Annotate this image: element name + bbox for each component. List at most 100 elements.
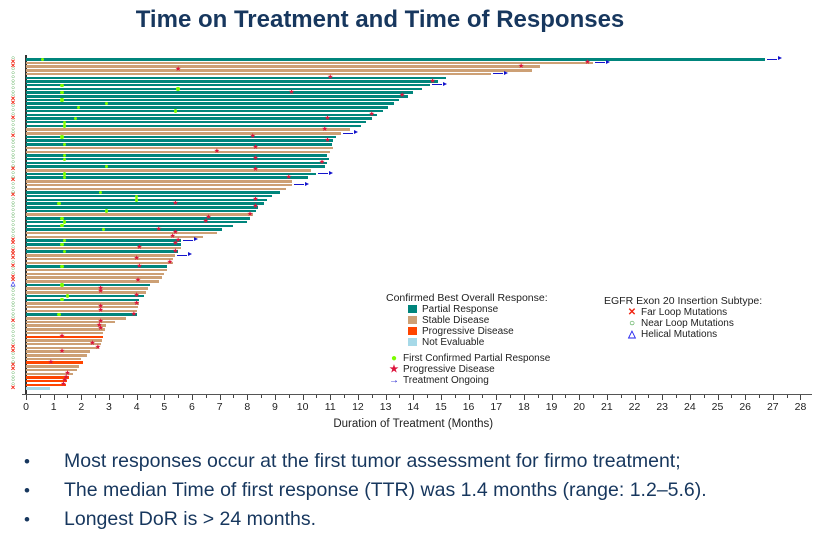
subtype-marker-near-loop-icon: ○ <box>11 270 15 277</box>
progressive-disease-star: ★ <box>97 284 104 292</box>
x-axis-major-tick <box>385 395 387 400</box>
subtype-marker-far-loop-icon: ✕ <box>10 362 16 369</box>
first-confirmed-pr-dot <box>173 109 178 113</box>
not-evaluable-swatch <box>408 338 417 346</box>
x-axis-minor-tick <box>39 395 41 398</box>
treatment-bar <box>26 235 204 239</box>
subtype-marker-near-loop-icon: ○ <box>11 229 15 236</box>
treatment-bar <box>26 194 273 198</box>
subtype-marker-near-loop-icon: ○ <box>11 370 15 377</box>
treatment-bar <box>26 213 253 216</box>
x-axis-minor-tick <box>67 395 69 398</box>
progressive-disease-star: ★ <box>169 233 176 241</box>
subtype-marker-near-loop-icon: ○ <box>11 211 15 218</box>
subtype-marker-near-loop-icon: ○ <box>11 381 15 388</box>
progressive-disease-star: ★ <box>89 340 96 348</box>
legend-item-progressive-disease: Progressive Disease <box>408 326 550 337</box>
subtype-marker-far-loop-icon: ✕ <box>10 166 16 173</box>
treatment-bar <box>26 331 104 335</box>
treatment-bar <box>26 254 176 257</box>
x-axis-tick-label: 19 <box>545 401 558 413</box>
treatment-bar <box>26 209 256 213</box>
treatment-bar <box>26 324 107 327</box>
subtype-marker-near-loop-icon: ○ <box>11 214 15 221</box>
subtype-marker-near-loop-icon: ○ <box>11 314 15 321</box>
treatment-bar <box>26 342 101 346</box>
x-axis-major-tick <box>551 395 553 400</box>
treatment-bar <box>26 65 541 68</box>
x-axis-major-tick <box>717 395 719 400</box>
subtype-marker-near-loop-icon: ○ <box>11 111 15 118</box>
progressive-disease-star: ★ <box>94 344 102 352</box>
bullet-icon: • <box>24 510 30 529</box>
subtype-marker-far-loop-icon: ✕ <box>10 366 16 373</box>
treatment-bar <box>26 117 372 120</box>
progressive-disease-star: ★ <box>321 125 328 133</box>
progressive-disease-star: ★ <box>133 299 140 307</box>
treatment-bar <box>26 387 50 390</box>
subtype-marker-helical-icon: △ <box>10 281 16 288</box>
subtype-marker-near-loop-icon: ○ <box>11 226 15 232</box>
subtype-marker-near-loop-icon: ○ <box>11 170 15 177</box>
x-axis-minor-tick <box>205 395 207 398</box>
progressive-disease-star: ★ <box>252 203 259 211</box>
first-confirmed-pr-dot <box>57 201 61 206</box>
subtype-marker-near-loop-icon: ○ <box>11 351 15 358</box>
x-axis-minor-tick <box>150 395 152 398</box>
progressive-disease-star: ★ <box>60 381 67 389</box>
progressive-disease-star: ★ <box>97 288 104 296</box>
subtype-marker-near-loop-icon: ○ <box>11 374 15 380</box>
first-confirmed-pr-dot <box>63 172 67 176</box>
subtype-marker-far-loop-icon: ✕ <box>10 251 16 258</box>
progressive-disease-star: ★ <box>166 258 173 266</box>
x-axis-major-tick <box>136 395 138 400</box>
treatment-bar <box>26 350 90 353</box>
x-axis-minor-tick <box>261 395 263 398</box>
x-axis-major-tick <box>302 395 304 400</box>
x-axis-title: Duration of Treatment (Months) <box>333 418 494 430</box>
treatment-bar <box>26 83 430 87</box>
subtype-marker-near-loop-icon: ○ <box>11 85 15 92</box>
treatment-bar <box>26 291 147 294</box>
progressive-disease-star: ★ <box>58 332 66 340</box>
x-axis-minor-tick <box>399 395 401 398</box>
subtype-marker-near-loop-icon: ○ <box>11 329 15 336</box>
treatment-bar <box>26 339 103 342</box>
x-axis-tick-label: 24 <box>683 401 696 413</box>
subtype-marker-near-loop-icon: ○ <box>11 207 15 214</box>
x-axis-tick-label: 7 <box>216 401 223 413</box>
x-axis-minor-tick <box>620 395 622 398</box>
x-axis-tick-label: 21 <box>601 401 613 413</box>
subtype-marker-far-loop-icon: ✕ <box>10 274 16 281</box>
x-axis-line <box>22 394 813 396</box>
progressive-disease-star: ★ <box>62 373 70 381</box>
subtype-marker-far-loop-icon: ✕ <box>10 318 16 325</box>
treatment-bar <box>26 198 267 202</box>
subtype-marker-near-loop-icon: ○ <box>11 325 15 332</box>
green-circle-icon: ○ <box>628 318 636 329</box>
subtype-marker-far-loop-icon: ✕ <box>10 63 16 70</box>
progressive-disease-star: ★ <box>172 199 179 207</box>
x-axis-tick-label: 20 <box>573 401 586 413</box>
treatment-bar <box>26 150 331 154</box>
treatment-bar <box>26 346 100 350</box>
treatment-bar <box>26 376 69 379</box>
progressive-disease-star: ★ <box>97 303 104 311</box>
treatment-bar <box>26 206 259 209</box>
legend-item-not-evaluable: Not Evaluable <box>408 337 550 348</box>
subtype-marker-near-loop-icon: ○ <box>11 155 15 162</box>
first-confirmed-pr-dot <box>60 283 64 287</box>
first-confirmed-pr-dot <box>134 198 139 202</box>
legend-egfr-subtype: EGFR Exon 20 Insertion Subtype: ✕ Far Loo… <box>604 295 762 340</box>
treatment-bar <box>26 280 159 283</box>
first-confirmed-pr-dot <box>60 224 64 228</box>
first-confirmed-pr-dot <box>101 227 106 232</box>
first-confirmed-pr-dot <box>63 238 67 243</box>
subtype-marker-near-loop-icon: ○ <box>11 118 15 125</box>
treatment-bar <box>26 183 292 187</box>
x-axis-major-tick <box>219 395 221 400</box>
progressive-disease-star: ★ <box>324 114 331 122</box>
treatment-bar <box>26 80 439 83</box>
treatment-bar <box>26 95 408 98</box>
